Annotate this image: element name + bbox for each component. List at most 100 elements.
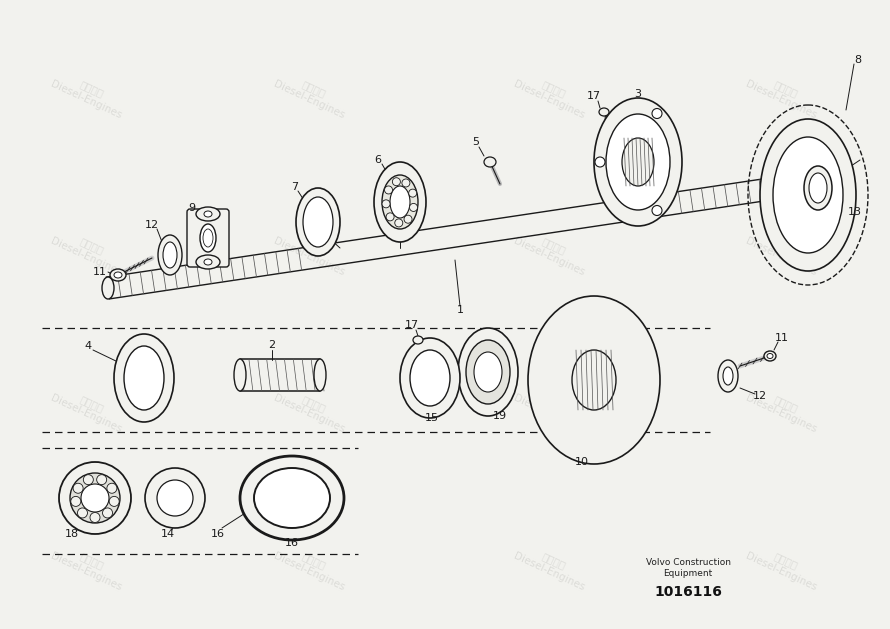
- Ellipse shape: [124, 346, 164, 410]
- Ellipse shape: [767, 353, 773, 359]
- Text: Volvo Construction
Equipment: Volvo Construction Equipment: [645, 559, 731, 577]
- Ellipse shape: [374, 162, 426, 242]
- Text: 紫发动力
Diesel-Engines: 紫发动力 Diesel-Engines: [513, 68, 591, 121]
- Ellipse shape: [474, 352, 502, 392]
- Text: 7: 7: [291, 182, 298, 192]
- Ellipse shape: [622, 138, 654, 186]
- Text: 紫发动力
Diesel-Engines: 紫发动力 Diesel-Engines: [744, 540, 822, 593]
- Ellipse shape: [196, 207, 220, 221]
- Circle shape: [392, 178, 400, 186]
- Ellipse shape: [145, 468, 205, 528]
- Ellipse shape: [163, 242, 177, 268]
- Text: 紫发动力
Diesel-Engines: 紫发动力 Diesel-Engines: [513, 382, 591, 435]
- Text: 13: 13: [848, 207, 862, 217]
- Ellipse shape: [314, 359, 326, 391]
- Ellipse shape: [196, 255, 220, 269]
- Text: 8: 8: [854, 55, 862, 65]
- Circle shape: [402, 179, 410, 187]
- Text: 11: 11: [775, 333, 789, 343]
- Text: 紫发动力
Diesel-Engines: 紫发动力 Diesel-Engines: [50, 540, 128, 593]
- Text: 4: 4: [85, 341, 92, 351]
- Circle shape: [384, 186, 392, 194]
- Circle shape: [73, 483, 83, 493]
- Text: 紫发动力
Diesel-Engines: 紫发动力 Diesel-Engines: [513, 225, 591, 278]
- Circle shape: [84, 475, 93, 485]
- Ellipse shape: [718, 360, 738, 392]
- Text: 17: 17: [587, 91, 601, 101]
- Circle shape: [652, 206, 662, 216]
- Ellipse shape: [572, 350, 616, 410]
- Text: 紫发动力
Diesel-Engines: 紫发动力 Diesel-Engines: [272, 225, 351, 278]
- Ellipse shape: [599, 108, 609, 116]
- Text: 15: 15: [425, 413, 439, 423]
- Ellipse shape: [594, 98, 682, 226]
- Text: 10: 10: [575, 457, 589, 467]
- Text: 紫发动力
Diesel-Engines: 紫发动力 Diesel-Engines: [744, 382, 822, 435]
- Ellipse shape: [760, 119, 856, 271]
- Ellipse shape: [390, 186, 410, 218]
- Circle shape: [395, 219, 403, 227]
- Text: 9: 9: [189, 203, 196, 213]
- Ellipse shape: [158, 235, 182, 275]
- Ellipse shape: [200, 224, 216, 252]
- Circle shape: [107, 483, 117, 493]
- Text: 16: 16: [285, 538, 299, 548]
- Ellipse shape: [114, 334, 174, 422]
- Text: 5: 5: [473, 137, 480, 147]
- Text: 紫发动力
Diesel-Engines: 紫发动力 Diesel-Engines: [744, 68, 822, 121]
- Circle shape: [77, 508, 87, 518]
- Ellipse shape: [204, 211, 212, 217]
- Text: 2: 2: [269, 340, 276, 350]
- Ellipse shape: [484, 157, 496, 167]
- Ellipse shape: [606, 114, 670, 210]
- Text: 3: 3: [635, 89, 642, 99]
- Text: 紫发动力
Diesel-Engines: 紫发动力 Diesel-Engines: [272, 68, 351, 121]
- Text: 16: 16: [211, 529, 225, 539]
- Ellipse shape: [234, 359, 246, 391]
- Ellipse shape: [410, 350, 450, 406]
- Text: 18: 18: [65, 529, 79, 539]
- Circle shape: [90, 513, 100, 523]
- Text: 紫发动力
Diesel-Engines: 紫发动力 Diesel-Engines: [50, 382, 128, 435]
- Ellipse shape: [400, 338, 460, 418]
- Ellipse shape: [204, 259, 212, 265]
- Ellipse shape: [110, 269, 126, 281]
- Ellipse shape: [203, 229, 213, 247]
- Ellipse shape: [809, 173, 827, 203]
- Text: 1: 1: [457, 305, 464, 315]
- Ellipse shape: [723, 367, 733, 385]
- Ellipse shape: [773, 137, 843, 253]
- Circle shape: [97, 475, 107, 485]
- Circle shape: [409, 203, 417, 211]
- Text: 12: 12: [145, 220, 159, 230]
- Ellipse shape: [824, 169, 836, 191]
- Text: 17: 17: [405, 320, 419, 330]
- Text: 6: 6: [375, 155, 382, 165]
- Text: 紫发动力
Diesel-Engines: 紫发动力 Diesel-Engines: [744, 225, 822, 278]
- Text: 11: 11: [93, 267, 107, 277]
- Ellipse shape: [528, 296, 660, 464]
- Ellipse shape: [458, 328, 518, 416]
- Ellipse shape: [413, 336, 423, 344]
- Ellipse shape: [114, 272, 122, 278]
- Ellipse shape: [382, 175, 418, 229]
- Ellipse shape: [240, 456, 344, 540]
- Text: 12: 12: [753, 391, 767, 401]
- Circle shape: [409, 189, 417, 197]
- Text: 19: 19: [493, 411, 507, 421]
- FancyBboxPatch shape: [187, 209, 229, 267]
- Circle shape: [102, 508, 112, 518]
- Circle shape: [382, 200, 390, 208]
- Circle shape: [404, 215, 412, 223]
- Circle shape: [652, 109, 662, 118]
- Ellipse shape: [466, 340, 510, 404]
- Ellipse shape: [303, 197, 333, 247]
- Ellipse shape: [804, 166, 832, 210]
- Text: 紫发动力
Diesel-Engines: 紫发动力 Diesel-Engines: [272, 540, 351, 593]
- Ellipse shape: [254, 468, 330, 528]
- Ellipse shape: [81, 484, 109, 512]
- Ellipse shape: [70, 473, 120, 523]
- Circle shape: [109, 496, 119, 506]
- Text: 紫发动力
Diesel-Engines: 紫发动力 Diesel-Engines: [50, 225, 128, 278]
- Ellipse shape: [102, 277, 114, 299]
